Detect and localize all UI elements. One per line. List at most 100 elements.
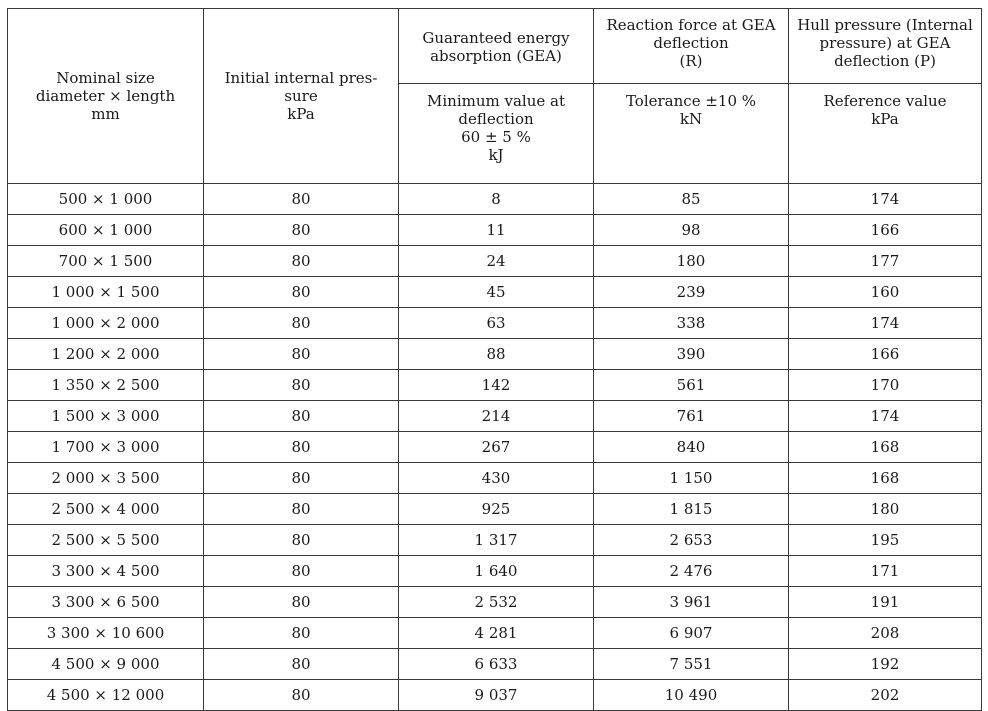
cell-hull-pressure: 174: [788, 400, 982, 432]
cell-hull-pressure: 195: [788, 524, 982, 556]
cell-initial-pressure: 80: [203, 245, 399, 277]
cell-nominal-size: 3 300 × 6 500: [7, 586, 204, 618]
cell-gea: 2 532: [398, 586, 594, 618]
cell-reaction-force: 3 961: [593, 586, 789, 618]
cell-nominal-size: 1 000 × 2 000: [7, 307, 204, 339]
table-row: 500 × 1 000 80 8 85 174: [7, 183, 982, 215]
cell-nominal-size: 700 × 1 500: [7, 245, 204, 277]
header-text: Reaction force at GEA: [606, 16, 776, 34]
cell-nominal-size: 3 300 × 10 600: [7, 617, 204, 649]
cell-initial-pressure: 80: [203, 555, 399, 587]
cell-gea: 142: [398, 369, 594, 401]
cell-hull-pressure: 191: [788, 586, 982, 618]
cell-nominal-size: 1 200 × 2 000: [7, 338, 204, 370]
cell-gea: 9 037: [398, 679, 594, 711]
cell-nominal-size: 2 500 × 5 500: [7, 524, 204, 556]
table-row: 2 000 × 3 500 80 430 1 150 168: [7, 462, 982, 494]
cell-reaction-force: 840: [593, 431, 789, 463]
cell-initial-pressure: 80: [203, 648, 399, 680]
cell-hull-pressure: 168: [788, 462, 982, 494]
header-unit: mm: [91, 105, 120, 123]
header-unit: kN: [679, 110, 703, 128]
cell-nominal-size: 1 350 × 2 500: [7, 369, 204, 401]
cell-reaction-force: 98: [593, 214, 789, 246]
cell-gea: 214: [398, 400, 594, 432]
header-unit: kPa: [871, 110, 899, 128]
cell-hull-pressure: 174: [788, 183, 982, 215]
cell-initial-pressure: 80: [203, 679, 399, 711]
cell-hull-pressure: 166: [788, 214, 982, 246]
header-unit: kPa: [287, 105, 315, 123]
cell-hull-pressure: 202: [788, 679, 982, 711]
table-row: 4 500 × 12 000 80 9 037 10 490 202: [7, 679, 982, 711]
cell-initial-pressure: 80: [203, 276, 399, 308]
cell-gea: 11: [398, 214, 594, 246]
cell-hull-pressure: 177: [788, 245, 982, 277]
cell-hull-pressure: 160: [788, 276, 982, 308]
cell-reaction-force: 2 476: [593, 555, 789, 587]
header-text: Guaranteed energy: [422, 29, 570, 47]
cell-initial-pressure: 80: [203, 214, 399, 246]
cell-gea: 6 633: [398, 648, 594, 680]
header-reaction-tolerance: Tolerance ±10 % kN: [593, 83, 789, 184]
table-row: 1 000 × 2 000 80 63 338 174: [7, 307, 982, 339]
header-nominal-size: Nominal size diameter × length mm: [7, 8, 204, 184]
cell-initial-pressure: 80: [203, 338, 399, 370]
table-row: 3 300 × 4 500 80 1 640 2 476 171: [7, 555, 982, 587]
header-text: absorption (GEA): [430, 47, 562, 65]
table-row: 600 × 1 000 80 11 98 166: [7, 214, 982, 246]
cell-reaction-force: 1 150: [593, 462, 789, 494]
cell-reaction-force: 6 907: [593, 617, 789, 649]
table-row: 700 × 1 500 80 24 180 177: [7, 245, 982, 277]
cell-nominal-size: 1 500 × 3 000: [7, 400, 204, 432]
header-text: (R): [679, 52, 703, 70]
header-text: deflection: [458, 110, 534, 128]
table-row: 1 200 × 2 000 80 88 390 166: [7, 338, 982, 370]
table-row: 1 350 × 2 500 80 142 561 170: [7, 369, 982, 401]
cell-reaction-force: 239: [593, 276, 789, 308]
cell-gea: 1 317: [398, 524, 594, 556]
header-gea: Guaranteed energy absorption (GEA): [398, 8, 594, 84]
cell-initial-pressure: 80: [203, 493, 399, 525]
cell-hull-pressure: 166: [788, 338, 982, 370]
cell-nominal-size: 4 500 × 12 000: [7, 679, 204, 711]
cell-initial-pressure: 80: [203, 617, 399, 649]
cell-nominal-size: 1 700 × 3 000: [7, 431, 204, 463]
cell-reaction-force: 85: [593, 183, 789, 215]
cell-nominal-size: 600 × 1 000: [7, 214, 204, 246]
cell-initial-pressure: 80: [203, 586, 399, 618]
cell-gea: 4 281: [398, 617, 594, 649]
header-hull-pressure: Hull pressure (Internal pressure) at GEA…: [788, 8, 982, 84]
cell-reaction-force: 1 815: [593, 493, 789, 525]
table-row: 3 300 × 10 600 80 4 281 6 907 208: [7, 617, 982, 649]
header-gea-minimum: Minimum value at deflection 60 ± 5 % kJ: [398, 83, 594, 184]
cell-nominal-size: 2 500 × 4 000: [7, 493, 204, 525]
header-row-1: Nominal size diameter × length mm Initia…: [7, 8, 982, 184]
table-row: 3 300 × 6 500 80 2 532 3 961 191: [7, 586, 982, 618]
cell-initial-pressure: 80: [203, 431, 399, 463]
cell-gea: 1 640: [398, 555, 594, 587]
table-row: 1 700 × 3 000 80 267 840 168: [7, 431, 982, 463]
cell-nominal-size: 1 000 × 1 500: [7, 276, 204, 308]
header-text: sure: [284, 87, 318, 105]
cell-hull-pressure: 171: [788, 555, 982, 587]
cell-hull-pressure: 180: [788, 493, 982, 525]
cell-reaction-force: 338: [593, 307, 789, 339]
cell-reaction-force: 2 653: [593, 524, 789, 556]
cell-initial-pressure: 80: [203, 369, 399, 401]
header-initial-pressure: Initial internal pres- sure kPa: [203, 8, 399, 184]
cell-gea: 45: [398, 276, 594, 308]
header-text: Reference value: [823, 92, 947, 110]
header-text: Initial internal pres-: [224, 69, 378, 87]
cell-initial-pressure: 80: [203, 462, 399, 494]
cell-initial-pressure: 80: [203, 524, 399, 556]
header-text: pressure) at GEA: [819, 34, 951, 52]
table-body: 500 × 1 000 80 8 85 174 600 × 1 000 80 11 98 166 7…: [7, 183, 982, 711]
cell-nominal-size: 3 300 × 4 500: [7, 555, 204, 587]
cell-gea: 8: [398, 183, 594, 215]
fender-performance-table: Nominal size diameter × length mm Initia…: [7, 8, 982, 711]
header-text: Nominal size: [56, 69, 155, 87]
cell-gea: 63: [398, 307, 594, 339]
cell-reaction-force: 7 551: [593, 648, 789, 680]
cell-reaction-force: 761: [593, 400, 789, 432]
